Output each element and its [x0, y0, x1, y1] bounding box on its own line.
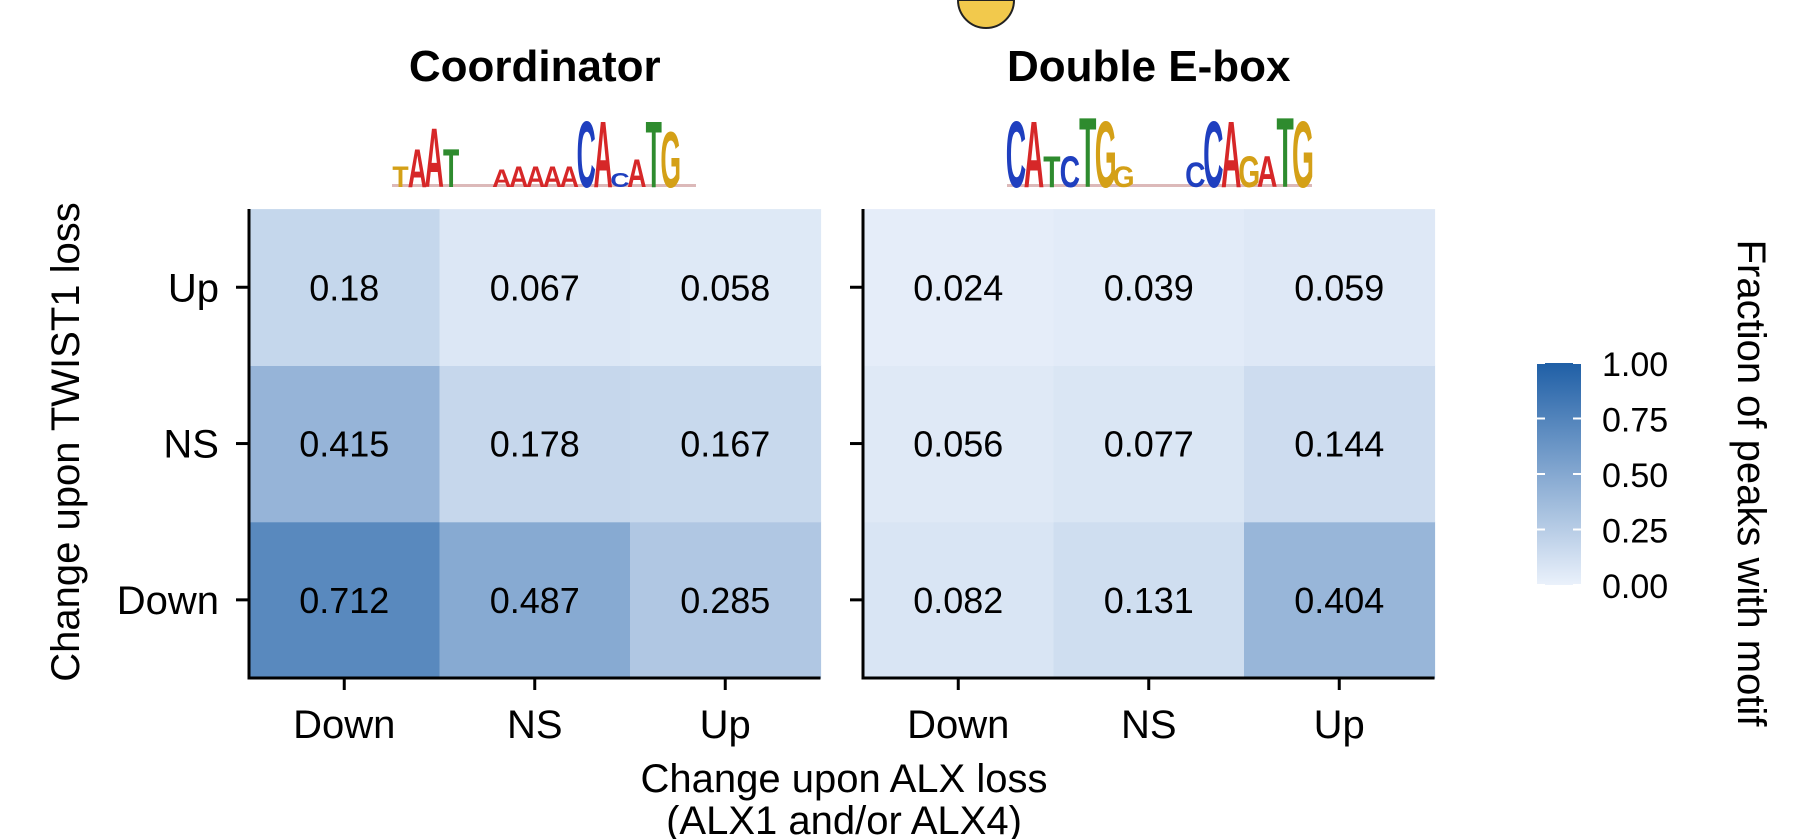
logo-letter: T [1043, 146, 1060, 196]
legend-tick-label: 0.25 [1602, 513, 1668, 551]
logo-letter: T [1079, 97, 1096, 209]
logo-letter: A [425, 111, 444, 205]
cell-value-label: 0.024 [913, 267, 1003, 308]
logo-letter: A [408, 139, 427, 200]
logo-letter: C [1185, 155, 1205, 195]
heatmap-cell [863, 521, 1055, 679]
cell-value-label: 0.285 [680, 580, 770, 621]
cell-value-label: 0.178 [490, 424, 580, 465]
cell-value-label: 0.144 [1294, 424, 1384, 465]
top-badge-icon [956, 0, 1016, 29]
cell-value-label: 0.487 [490, 580, 580, 621]
legend-title: Fraction of peaks with motif [1729, 240, 1773, 728]
panel-title: Double E-box [1007, 42, 1291, 91]
cell-value-label: 0.712 [299, 580, 389, 621]
y-tick-label: Down [117, 579, 219, 623]
x-tick-label: Up [1314, 703, 1365, 747]
cell-value-label: 0.067 [490, 267, 580, 308]
x-axis-title-line2: (ALX1 and/or ALX4) [666, 799, 1022, 839]
x-tick-label: NS [1121, 703, 1177, 747]
logo-letter: T [392, 160, 408, 194]
heatmap-cell [630, 521, 822, 679]
logo-letter: C [577, 101, 596, 207]
logo-letter: A [594, 101, 613, 207]
heatmap-cell [630, 365, 822, 523]
cell-value-label: 0.056 [913, 424, 1003, 465]
legend-tick-label: 0.00 [1602, 568, 1668, 606]
heatmap-panel-1: 0.712 0.487 0.285 0.415 0.178 0.167 0.18 0.067 0… [117, 42, 822, 747]
color-legend: 1.00 0.75 0.50 0.25 0.00 Fraction of peaks w… [1537, 240, 1773, 728]
logo-letter: G [1113, 161, 1135, 194]
heatmap-cell [863, 209, 1055, 366]
cell-value-label: 0.404 [1294, 580, 1384, 621]
logo-letter: A [560, 160, 579, 194]
heatmap-cell [630, 209, 822, 366]
legend-tick-label: 0.75 [1602, 402, 1668, 440]
heatmap-cell [439, 365, 631, 523]
legend-tick-label: 0.50 [1602, 457, 1668, 495]
logo-letter: G [1238, 146, 1260, 196]
panel-title: Coordinator [409, 42, 661, 91]
logo-letter: A [543, 160, 562, 194]
logo-letter: A [1024, 102, 1044, 208]
logo-letter: C [610, 169, 629, 191]
logo-letter: T [443, 139, 459, 200]
heatmap-panels: 0.712 0.487 0.285 0.415 0.178 0.167 0.18 0.067 0… [117, 42, 1436, 747]
cell-value-label: 0.039 [1104, 267, 1194, 308]
logo-letter: C [1060, 146, 1080, 196]
x-tick-label: Up [700, 703, 751, 747]
logo-letter: T [646, 101, 662, 207]
heatmap-cell [863, 365, 1055, 523]
legend-tick-label: 1.00 [1602, 346, 1668, 384]
heatmap-panel-2: 0.082 0.131 0.404 0.056 0.077 0.144 0.024 0.039… [850, 42, 1436, 747]
cell-value-label: 0.058 [680, 267, 770, 308]
heatmap-cell [439, 209, 631, 366]
cell-value-label: 0.082 [913, 580, 1003, 621]
y-tick-label: Up [168, 266, 219, 310]
logo-letter: A [627, 152, 646, 197]
logo-letter: A [492, 166, 511, 193]
heatmap-cell [249, 521, 441, 679]
heatmap-cell [1053, 521, 1245, 679]
logo-letter: A [509, 160, 528, 194]
logo-letter: C [1006, 102, 1026, 208]
logo-letter: C [1203, 102, 1223, 208]
heatmap-cell [1053, 209, 1245, 366]
heatmap-cell [1053, 365, 1245, 523]
heatmap-cell [249, 365, 441, 523]
logo-letter: A [1257, 146, 1277, 196]
logo-letter: T [1276, 97, 1293, 209]
x-tick-label: NS [507, 703, 563, 747]
cell-value-label: 0.131 [1104, 580, 1194, 621]
y-axis-title: Change upon TWIST1 loss [44, 202, 88, 682]
cell-value-label: 0.18 [309, 267, 379, 308]
heatmap-cell [1244, 521, 1436, 679]
logo-letter: G [1095, 102, 1117, 208]
logo-letter: A [526, 160, 545, 194]
logo-baseline [392, 184, 696, 187]
cell-value-label: 0.415 [299, 424, 389, 465]
logo-baseline [1007, 184, 1312, 187]
x-axis-title-line1: Change upon ALX loss [641, 757, 1048, 801]
cell-value-label: 0.167 [680, 424, 770, 465]
heatmap-cell [439, 521, 631, 679]
heatmap-cell [1244, 209, 1436, 366]
heatmap-cell [1244, 365, 1436, 523]
cell-value-label: 0.059 [1294, 267, 1384, 308]
x-tick-label: Down [907, 703, 1009, 747]
logo-letter: G [660, 115, 681, 205]
logo-letter: A [1221, 102, 1241, 208]
heatmap-cell [249, 209, 441, 366]
logo-letter: G [1292, 102, 1314, 208]
cell-value-label: 0.077 [1104, 424, 1194, 465]
y-tick-label: NS [163, 423, 219, 467]
x-tick-label: Down [293, 703, 395, 747]
